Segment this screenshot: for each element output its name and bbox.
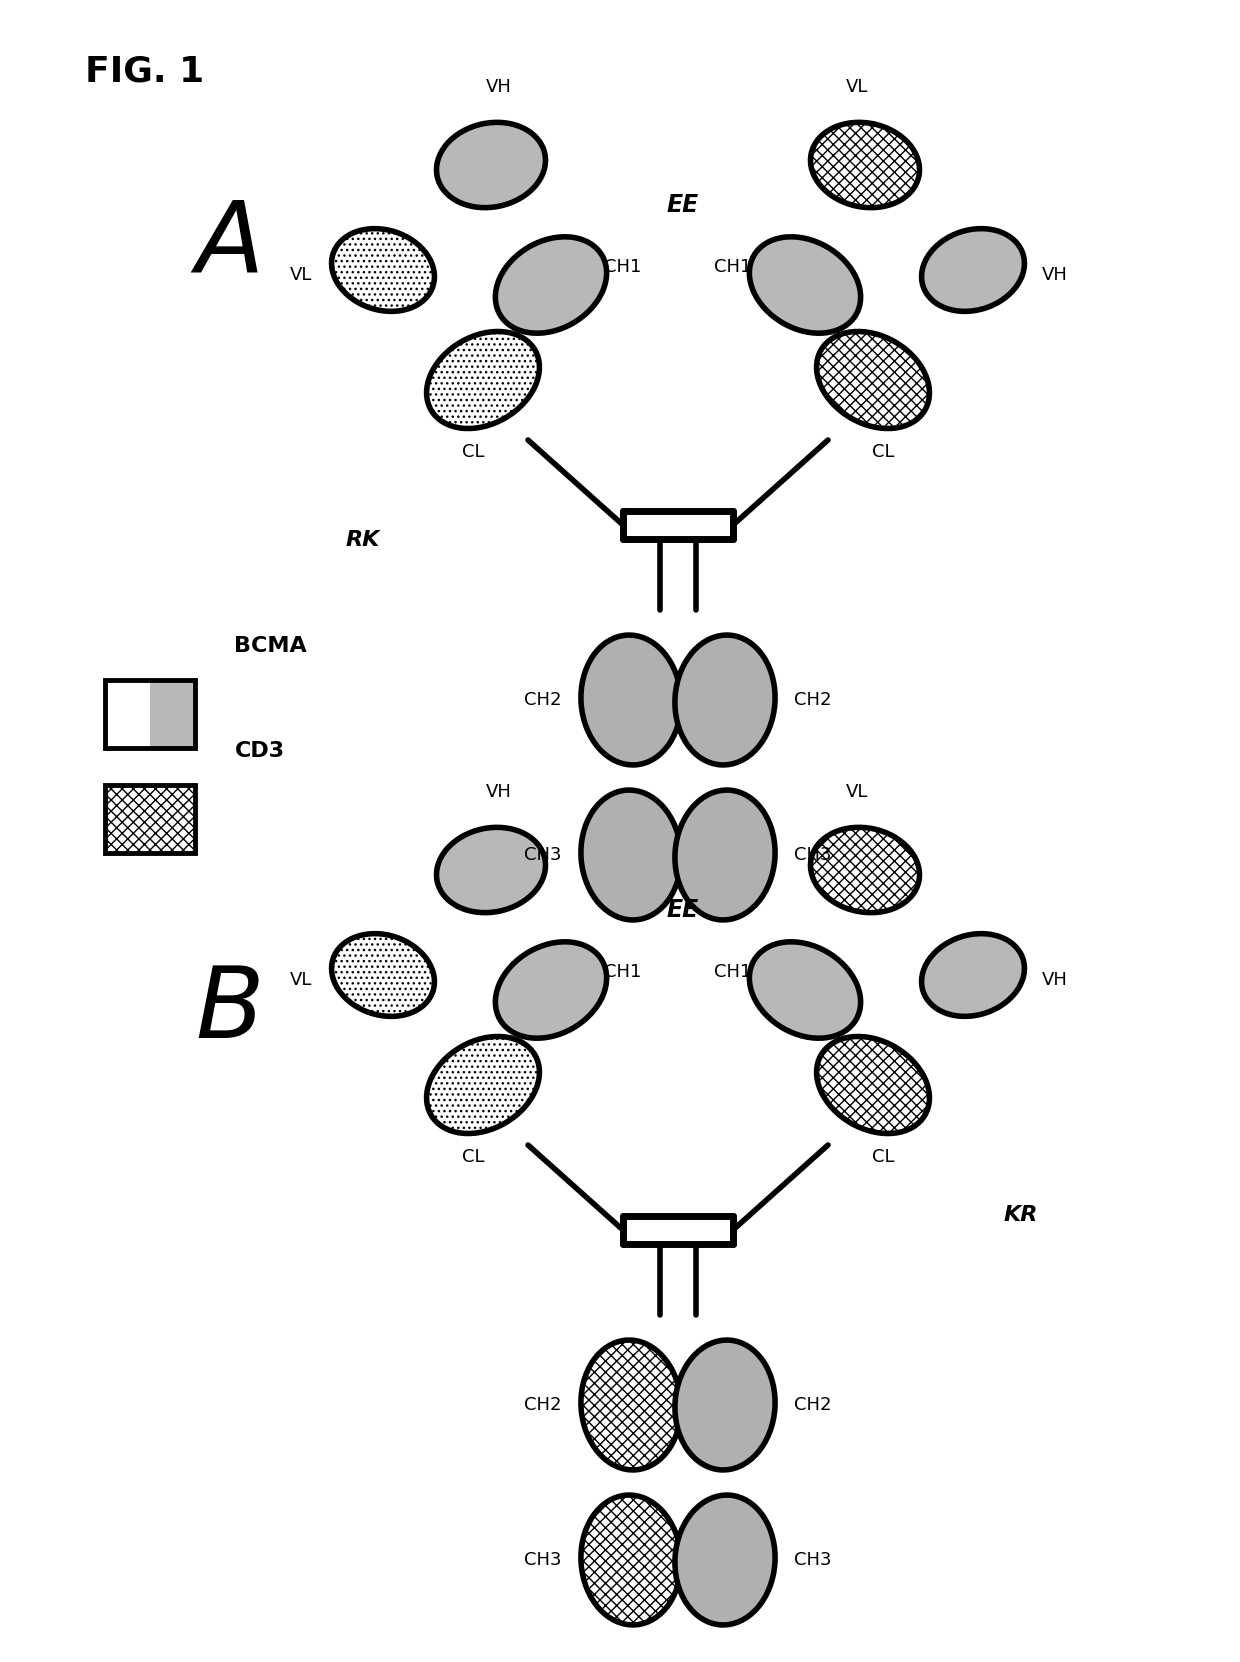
Ellipse shape xyxy=(495,236,606,332)
Text: VH: VH xyxy=(486,78,512,96)
Text: VL: VL xyxy=(290,266,312,284)
Ellipse shape xyxy=(921,934,1024,1017)
Ellipse shape xyxy=(495,942,606,1039)
Text: CH1: CH1 xyxy=(604,962,641,981)
Ellipse shape xyxy=(921,229,1024,311)
Ellipse shape xyxy=(817,331,930,429)
Ellipse shape xyxy=(427,331,539,429)
Ellipse shape xyxy=(580,635,681,765)
Bar xyxy=(105,784,195,853)
Ellipse shape xyxy=(436,123,546,208)
Text: CH2: CH2 xyxy=(525,691,562,710)
Text: CH1: CH1 xyxy=(714,962,751,981)
Ellipse shape xyxy=(749,236,861,332)
Text: BCMA: BCMA xyxy=(233,637,306,656)
Text: A: A xyxy=(196,196,264,294)
Text: CH2: CH2 xyxy=(795,691,832,710)
Text: CL: CL xyxy=(872,444,894,460)
Ellipse shape xyxy=(580,1340,681,1469)
Text: CL: CL xyxy=(461,1148,485,1167)
Bar xyxy=(105,680,195,748)
Text: CL: CL xyxy=(461,444,485,460)
Text: RK: RK xyxy=(346,530,381,550)
Ellipse shape xyxy=(749,942,861,1039)
Ellipse shape xyxy=(580,1496,681,1625)
Ellipse shape xyxy=(331,934,434,1017)
Text: CH3: CH3 xyxy=(795,1551,832,1569)
Ellipse shape xyxy=(811,123,920,208)
Text: FIG. 1: FIG. 1 xyxy=(86,55,205,90)
Bar xyxy=(150,680,195,748)
Bar xyxy=(105,680,150,748)
Text: VH: VH xyxy=(1042,266,1068,284)
Text: EE: EE xyxy=(667,897,699,922)
Text: VL: VL xyxy=(846,783,868,801)
Ellipse shape xyxy=(675,1496,775,1625)
Text: B: B xyxy=(196,962,264,1059)
Ellipse shape xyxy=(580,789,681,921)
Ellipse shape xyxy=(675,635,775,765)
Ellipse shape xyxy=(675,789,775,921)
Text: VH: VH xyxy=(486,783,512,801)
Text: VL: VL xyxy=(846,78,868,96)
Ellipse shape xyxy=(675,1340,775,1469)
Ellipse shape xyxy=(436,828,546,912)
Text: CH3: CH3 xyxy=(525,846,562,864)
Ellipse shape xyxy=(331,229,434,311)
Ellipse shape xyxy=(811,828,920,912)
Text: VH: VH xyxy=(1042,971,1068,989)
Text: CH1: CH1 xyxy=(714,258,751,276)
Text: KR: KR xyxy=(1004,1205,1038,1225)
Text: EE: EE xyxy=(667,193,699,218)
Ellipse shape xyxy=(817,1037,930,1133)
Text: CH3: CH3 xyxy=(795,846,832,864)
Text: CH1: CH1 xyxy=(604,258,641,276)
Text: CH2: CH2 xyxy=(795,1396,832,1414)
Text: CH2: CH2 xyxy=(525,1396,562,1414)
Text: CD3: CD3 xyxy=(234,741,285,761)
Ellipse shape xyxy=(427,1037,539,1133)
Text: CL: CL xyxy=(872,1148,894,1167)
Text: VL: VL xyxy=(290,971,312,989)
Text: CH3: CH3 xyxy=(525,1551,562,1569)
